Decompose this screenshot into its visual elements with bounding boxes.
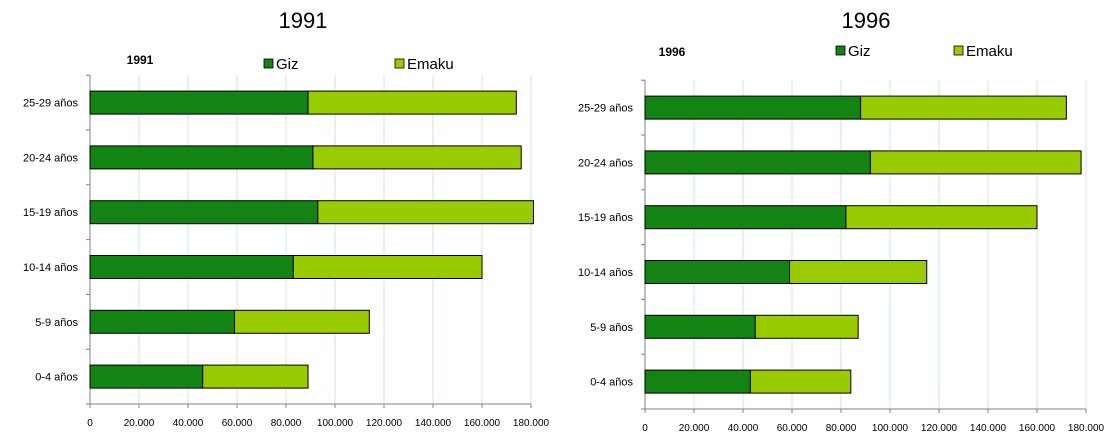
- x-tick-label: 100.000: [872, 423, 909, 434]
- x-tick-label: 0: [87, 418, 93, 429]
- x-tick-label: 60.000: [777, 423, 808, 434]
- bar-emaku: [789, 260, 928, 284]
- x-tick-label: 180.000: [513, 418, 550, 429]
- bar-emaku: [845, 205, 1038, 230]
- legend-label-emaku: Emaku: [407, 56, 454, 73]
- category-label: 10-14 años: [578, 267, 634, 279]
- x-tick-label: 20.000: [679, 423, 710, 434]
- legend-swatch-emaku: [394, 58, 405, 69]
- x-tick-label: 120.000: [366, 418, 403, 429]
- category-label: 25-29 años: [578, 103, 634, 115]
- category-label: 0-4 años: [35, 372, 78, 384]
- chart-inner-title: 1991: [127, 53, 154, 67]
- legend-label-emaku: Emaku: [966, 43, 1013, 60]
- category-label: 5-9 años: [35, 317, 78, 329]
- x-tick-label: 100.000: [317, 418, 354, 429]
- bar-giz: [644, 369, 751, 394]
- x-tick-label: 80.000: [826, 423, 857, 434]
- x-tick-label: 160.000: [464, 418, 501, 429]
- x-tick-label: 140.000: [970, 423, 1007, 434]
- category-label: 0-4 años: [590, 377, 633, 389]
- bar-emaku: [860, 95, 1067, 120]
- bar-emaku: [307, 90, 517, 115]
- bar-giz: [644, 95, 862, 120]
- x-tick-label: 20.000: [124, 418, 155, 429]
- bar-giz: [644, 150, 871, 175]
- x-tick-label: 160.000: [1019, 423, 1056, 434]
- legend-swatch-giz: [263, 58, 274, 69]
- chart-1991: 1991 1991 Giz Emaku 0 20.000 40.000 60.000 80.00…: [23, 8, 550, 429]
- category-label: 20-24 años: [23, 152, 79, 164]
- legend-label-giz: Giz: [848, 43, 871, 60]
- bar-emaku: [317, 200, 534, 225]
- chart-title: 1996: [842, 8, 891, 33]
- bar-giz: [89, 145, 314, 170]
- legend-swatch-emaku: [953, 45, 964, 56]
- bar-giz: [644, 314, 756, 339]
- x-tick-label: 0: [642, 423, 648, 434]
- bar-emaku: [754, 314, 859, 339]
- x-tick-label: 140.000: [415, 418, 452, 429]
- category-label: 20-24 años: [578, 157, 634, 169]
- bar-giz: [89, 200, 319, 225]
- category-label: 5-9 años: [590, 322, 633, 334]
- bar-emaku: [234, 309, 370, 334]
- bar-giz: [89, 309, 236, 334]
- category-label: 25-29 años: [23, 98, 79, 110]
- bar-emaku: [869, 150, 1082, 175]
- bar-emaku: [202, 364, 309, 389]
- x-tick-label: 180.000: [1068, 423, 1105, 434]
- legend-swatch-giz: [835, 45, 846, 56]
- category-label: 15-19 años: [23, 207, 79, 219]
- bar-giz: [89, 255, 294, 279]
- bar-giz: [644, 260, 791, 284]
- category-label: 15-19 años: [578, 212, 634, 224]
- x-tick-label: 120.000: [921, 423, 958, 434]
- x-tick-label: 40.000: [173, 418, 204, 429]
- bar-giz: [89, 90, 309, 115]
- x-tick-label: 40.000: [728, 423, 759, 434]
- chart-1996: 1996 1996 Giz Emaku 0 20.000 40.000 60.000 80.00…: [578, 8, 1105, 434]
- x-tick-label: 60.000: [222, 418, 253, 429]
- bar-emaku: [292, 255, 483, 279]
- chart-title: 1991: [279, 8, 328, 33]
- chart-inner-title: 1996: [659, 45, 686, 59]
- x-tick-label: 80.000: [271, 418, 302, 429]
- bar-giz: [89, 364, 204, 389]
- legend-label-giz: Giz: [276, 56, 299, 73]
- bar-emaku: [749, 369, 852, 394]
- category-label: 10-14 años: [23, 262, 79, 274]
- bar-emaku: [312, 145, 522, 170]
- bar-giz: [644, 205, 847, 230]
